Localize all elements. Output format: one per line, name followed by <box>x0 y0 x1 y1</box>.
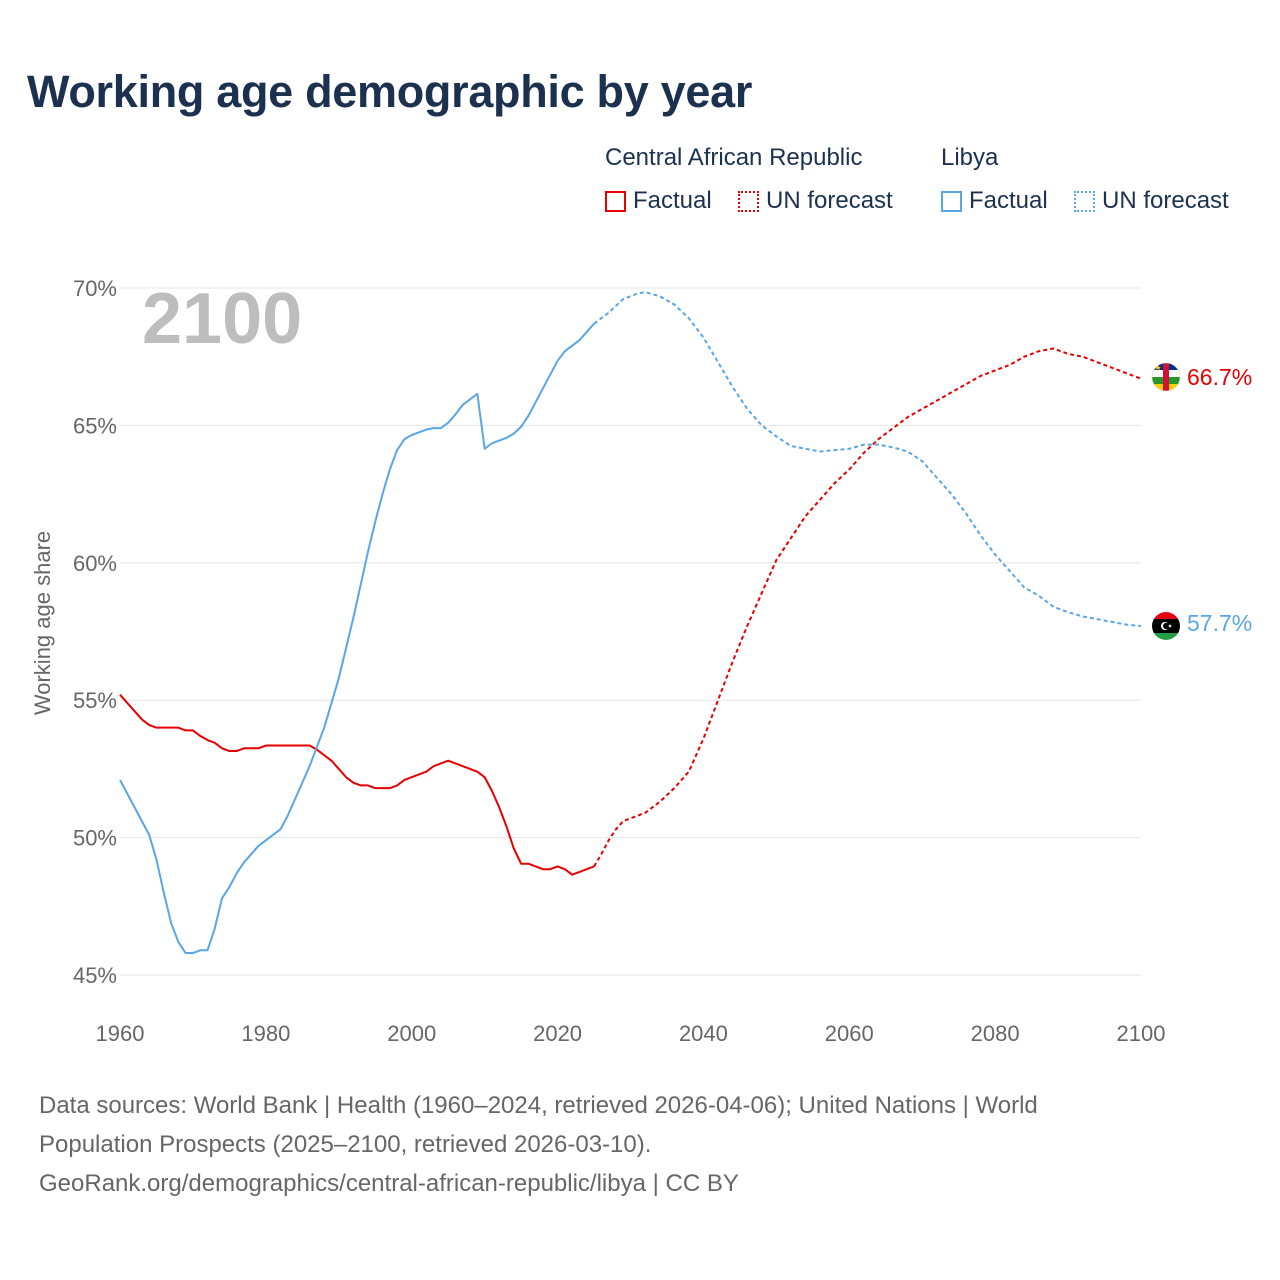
y-tick-label: 50% <box>73 826 117 851</box>
sources-line-1: Data sources: World Bank | Health (1960–… <box>39 1092 1038 1119</box>
y-tick-label: 70% <box>73 276 117 301</box>
legend-libya-un-forecast[interactable]: UN forecast <box>1074 186 1229 216</box>
legend-label: Factual <box>633 187 712 214</box>
x-tick-label: 2020 <box>533 1021 582 1046</box>
libya-flag-icon <box>1152 612 1180 640</box>
legend-car-factual[interactable]: Factual <box>605 186 712 216</box>
series-line-libya-forecast[interactable] <box>593 291 1142 627</box>
x-tick-label: 2040 <box>679 1021 728 1046</box>
x-tick-label: 2080 <box>971 1021 1020 1046</box>
end-value-libya: 57.7% <box>1187 610 1252 636</box>
legend-dotted-swatch-icon <box>738 190 759 212</box>
x-tick-label: 1960 <box>96 1021 145 1046</box>
legend-label: UN forecast <box>1102 187 1229 214</box>
sources-line-3: GeoRank.org/demographics/central-african… <box>39 1170 739 1197</box>
data-sources: Data sources: World Bank | Health (1960–… <box>39 1086 1189 1203</box>
central-african-republic-flag-icon <box>1151 362 1181 392</box>
y-axis-title: Working age share <box>30 531 55 715</box>
legend-group-libya: Libya <box>941 144 999 171</box>
line-chart: 45% 50% 55% 60% 65% 70% 1960 1980 2000 2020 2040 20… <box>30 276 1252 1046</box>
y-tick-label: 45% <box>73 963 117 988</box>
legend-dotted-swatch-icon <box>1074 190 1095 212</box>
legend-label: UN forecast <box>766 187 893 214</box>
end-value-central-african-republic: 66.7% <box>1187 364 1252 390</box>
series-line-libya-factual[interactable] <box>119 323 595 955</box>
x-tick-label: 2060 <box>825 1021 874 1046</box>
legend-label: Factual <box>969 187 1048 214</box>
year-display: 2100 <box>142 279 302 359</box>
x-tick-label: 2100 <box>1117 1021 1166 1046</box>
legend-group-central-african-republic: Central African Republic <box>605 144 863 171</box>
legend-libya-factual[interactable]: Factual <box>941 186 1048 216</box>
page-title: Working age demographic by year <box>27 66 753 117</box>
x-tick-label: 2000 <box>387 1021 436 1046</box>
sources-line-2: Population Prospects (2025–2100, retriev… <box>39 1131 652 1158</box>
series-line-central-african-republic-forecast[interactable] <box>593 347 1142 867</box>
legend-solid-swatch-icon <box>605 190 626 212</box>
x-tick-label: 1980 <box>241 1021 290 1046</box>
legend-car-un-forecast[interactable]: UN forecast <box>738 186 893 216</box>
legend-solid-swatch-icon <box>941 190 962 212</box>
y-tick-label: 55% <box>73 688 117 713</box>
y-tick-label: 60% <box>73 551 117 576</box>
y-tick-label: 65% <box>73 413 117 438</box>
series-line-central-african-republic-factual[interactable] <box>119 694 595 876</box>
